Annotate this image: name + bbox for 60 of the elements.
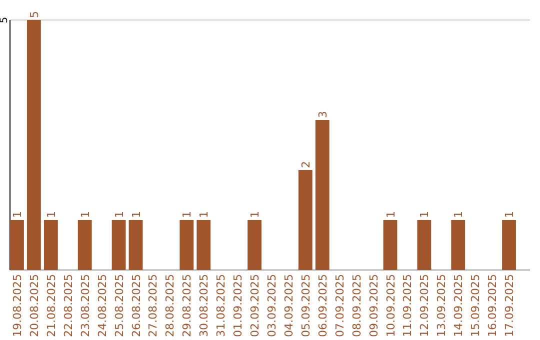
data-label: 1 xyxy=(112,211,126,218)
x-tick-label: 02.09.2025 xyxy=(248,274,262,337)
x-tick-label: 31.08.2025 xyxy=(214,274,228,337)
bar xyxy=(26,20,41,270)
bar xyxy=(248,220,262,270)
bar xyxy=(502,220,516,270)
x-tick-label: 03.09.2025 xyxy=(265,274,278,337)
x-tick-label: 01.09.2025 xyxy=(232,274,245,337)
bar xyxy=(417,220,432,270)
x-tick-label: 23.08.2025 xyxy=(78,274,92,337)
x-tick-label: 04.09.2025 xyxy=(282,274,296,337)
x-tick-label: 14.09.2025 xyxy=(452,274,466,337)
x-tick-label: 26.08.2025 xyxy=(130,274,143,337)
data-label: 1 xyxy=(198,211,211,218)
x-tick-label: 12.09.2025 xyxy=(418,274,432,337)
x-tick-label: 22.08.2025 xyxy=(62,274,75,337)
bar xyxy=(315,120,330,270)
data-label: 1 xyxy=(384,211,398,218)
bar xyxy=(78,220,92,270)
data-label: 3 xyxy=(316,111,330,118)
data-label: 1 xyxy=(180,211,194,218)
bar xyxy=(180,220,194,270)
data-label: 1 xyxy=(503,211,516,218)
data-label: 1 xyxy=(418,211,432,218)
x-tick-label: 05.09.2025 xyxy=(299,274,312,337)
x-tick-label: 30.08.2025 xyxy=(198,274,211,337)
x-tick-label: 11.09.2025 xyxy=(401,274,414,337)
x-tick-label: 16.09.2025 xyxy=(486,274,500,337)
x-tick-label: 21.08.2025 xyxy=(44,274,58,337)
x-tick-label: 25.08.2025 xyxy=(112,274,126,337)
bar xyxy=(298,170,312,270)
bar xyxy=(112,220,126,270)
bar xyxy=(383,220,398,270)
x-tick-label: 27.08.2025 xyxy=(146,274,160,337)
x-tick-label: 20.08.2025 xyxy=(28,274,41,337)
bar xyxy=(44,220,58,270)
x-tick-label: 28.08.2025 xyxy=(164,274,177,337)
x-tick-label: 19.08.2025 xyxy=(10,274,24,337)
bar xyxy=(128,220,143,270)
x-tick-label: 13.09.2025 xyxy=(435,274,448,337)
data-label: 1 xyxy=(452,211,466,218)
data-label: 1 xyxy=(248,211,262,218)
x-tick-label: 07.09.2025 xyxy=(333,274,346,337)
bar xyxy=(451,220,466,270)
data-label: 1 xyxy=(78,211,92,218)
x-tick-label: 29.08.2025 xyxy=(180,274,194,337)
bar xyxy=(10,220,24,270)
data-label: 5 xyxy=(28,11,41,18)
x-tick-label: 08.09.2025 xyxy=(350,274,364,337)
x-tick-label: 10.09.2025 xyxy=(384,274,398,337)
bar xyxy=(196,220,211,270)
x-tick-label: 09.09.2025 xyxy=(367,274,380,337)
data-label: 1 xyxy=(130,211,143,218)
data-label: 1 xyxy=(44,211,58,218)
x-tick-label: 17.09.2025 xyxy=(503,274,516,337)
x-tick-label: 15.09.2025 xyxy=(469,274,482,337)
data-label: 2 xyxy=(299,161,312,168)
x-tick-label: 06.09.2025 xyxy=(316,274,330,337)
x-tick-label: 24.08.2025 xyxy=(96,274,109,337)
data-label: 1 xyxy=(10,211,24,218)
